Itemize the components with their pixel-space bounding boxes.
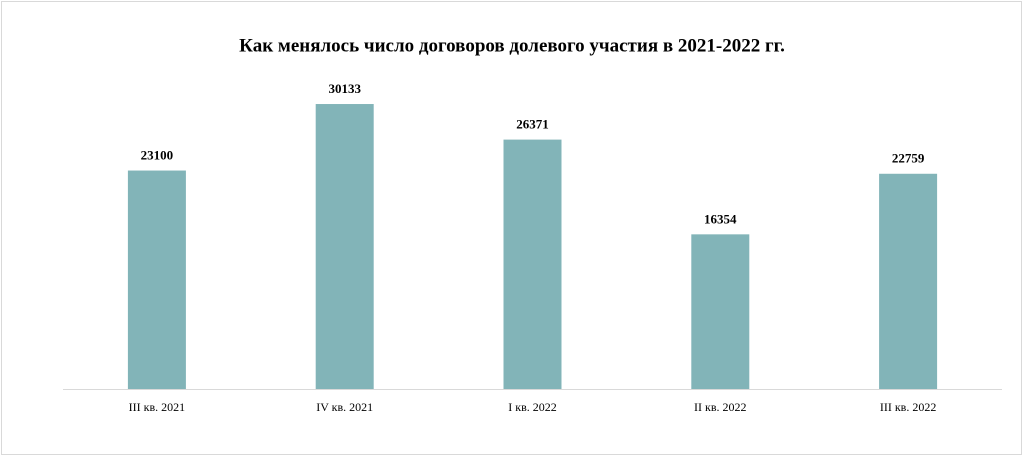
chart-title: Как менялось число договоров долевого уч…	[239, 35, 785, 56]
x-tick-label: III кв. 2022	[880, 400, 936, 414]
value-label: 26371	[516, 117, 549, 132]
value-label: 22759	[892, 151, 925, 166]
x-tick-label: IV кв. 2021	[316, 400, 373, 414]
bar	[315, 104, 374, 389]
value-label: 30133	[328, 81, 361, 96]
value-label: 23100	[141, 148, 174, 163]
bar	[691, 234, 750, 389]
x-tick-label: III кв. 2021	[129, 400, 185, 414]
bar	[503, 139, 562, 389]
bar	[127, 170, 186, 389]
bar	[879, 173, 938, 389]
value-label: 16354	[704, 211, 737, 226]
x-tick-label: II кв. 2022	[694, 400, 747, 414]
x-tick-label: I кв. 2022	[508, 400, 557, 414]
